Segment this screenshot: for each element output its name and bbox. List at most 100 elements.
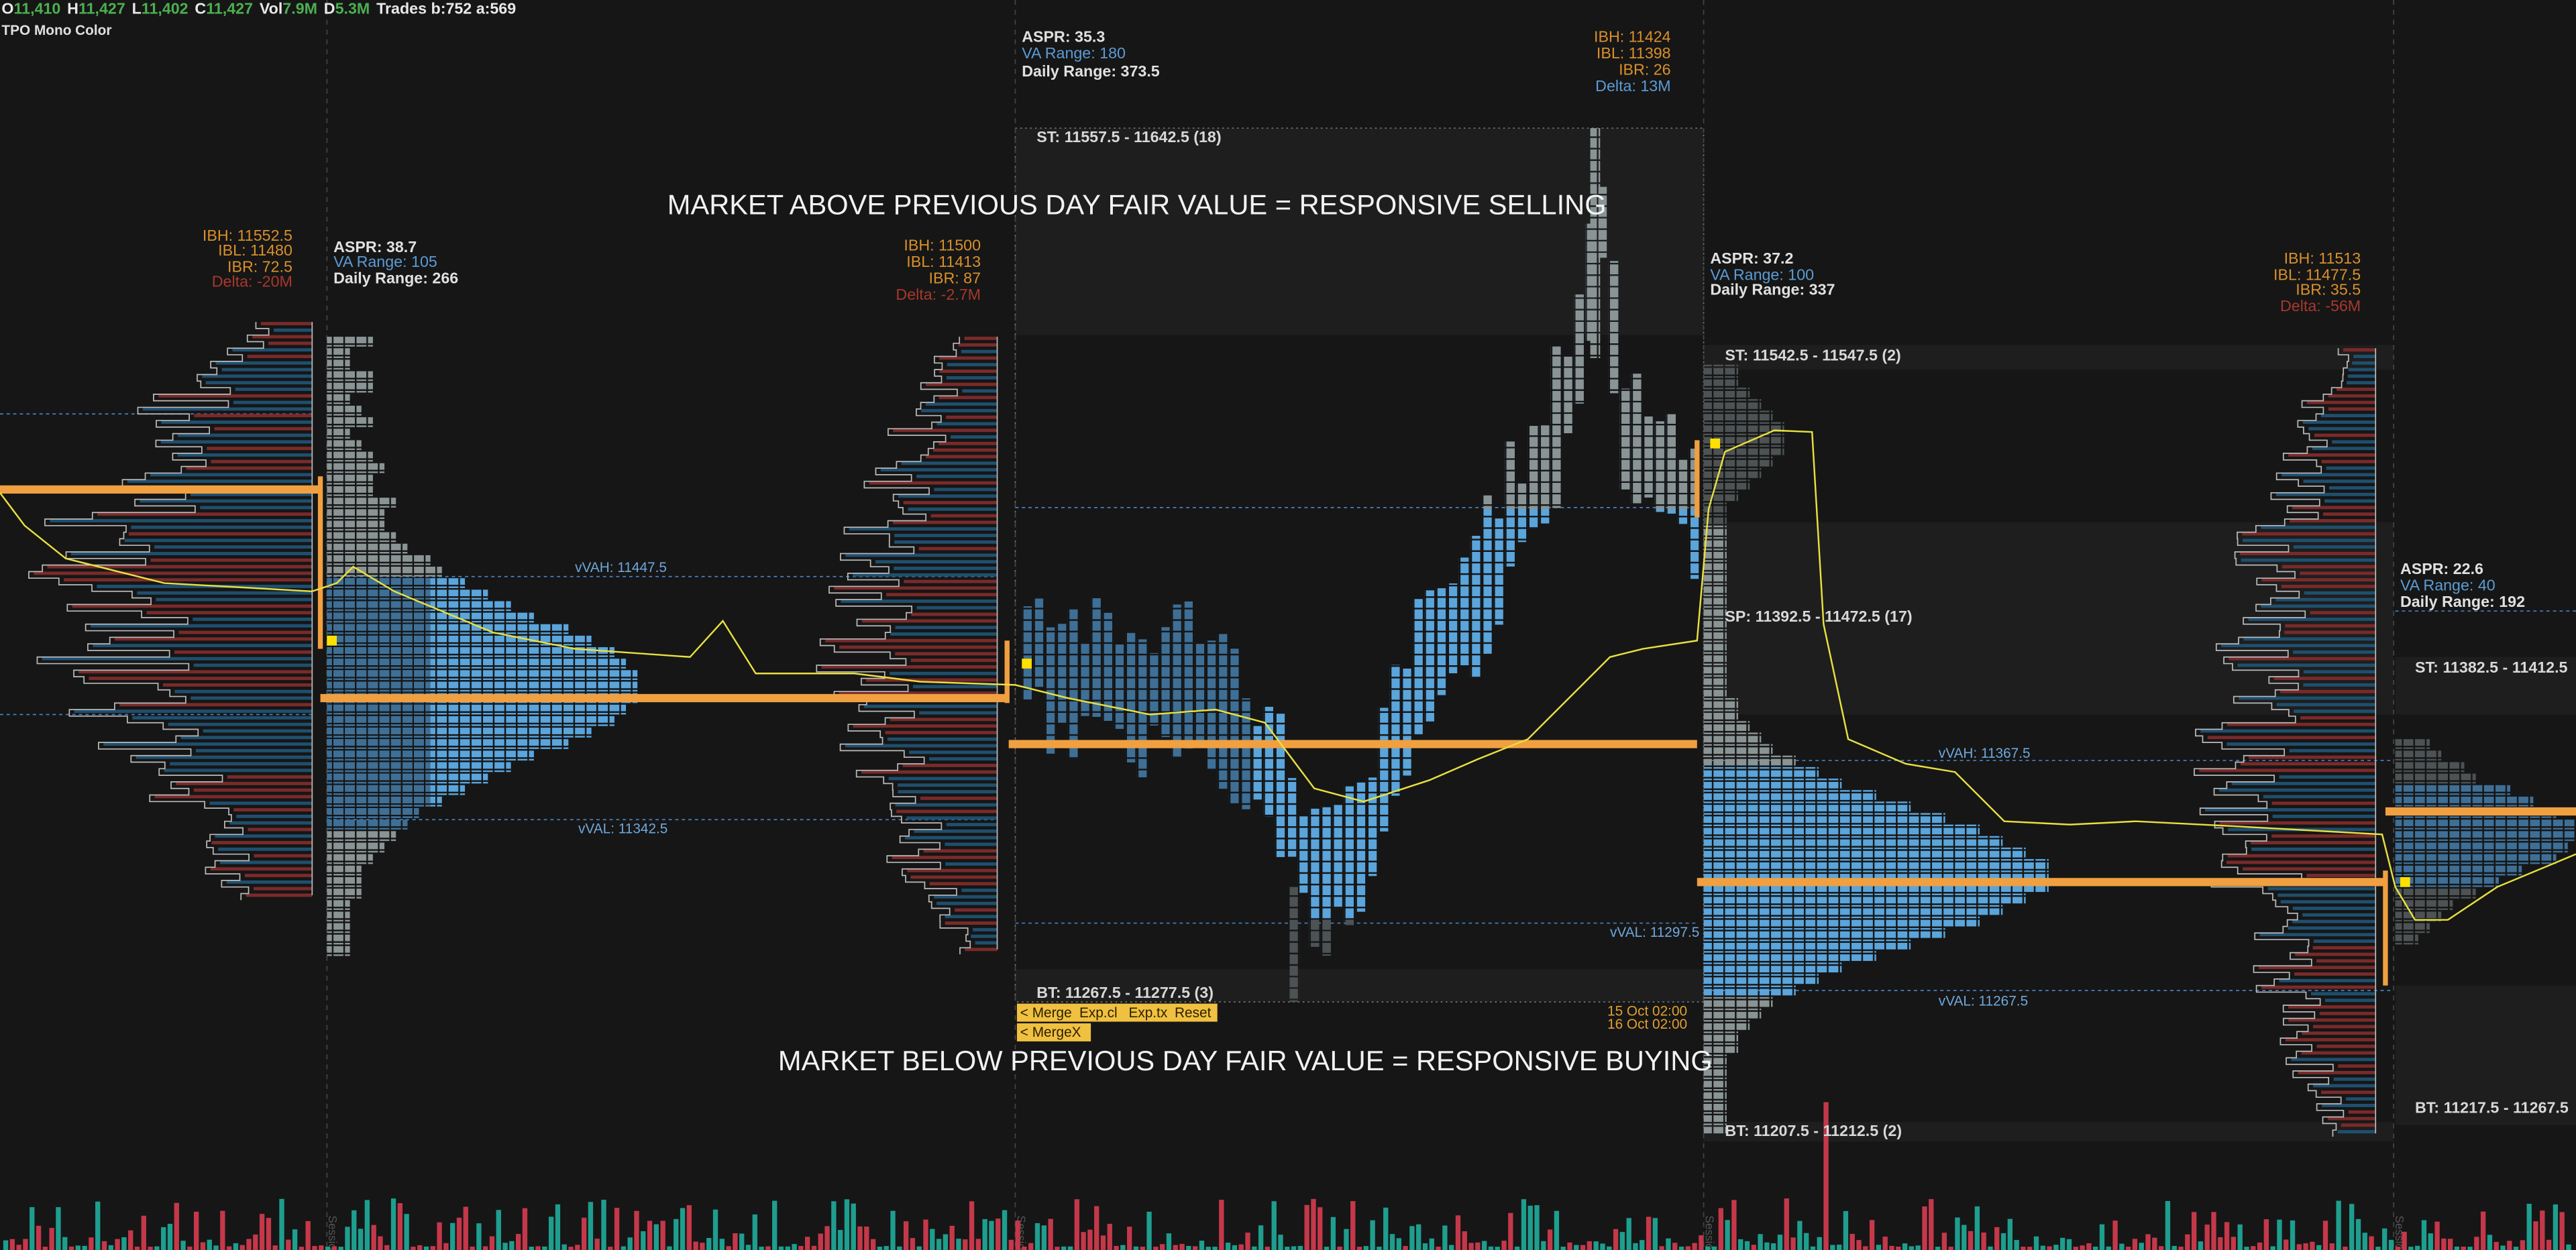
volume-profile-bar bbox=[973, 927, 998, 931]
volume-profile-bar bbox=[131, 525, 313, 529]
tpo-row bbox=[2395, 854, 2557, 864]
volume-bar bbox=[2415, 1245, 2420, 1250]
volume-bar bbox=[1028, 1243, 1034, 1250]
tpo-row bbox=[327, 348, 350, 358]
volume-bar bbox=[1896, 1246, 1901, 1250]
volume-profile-bar bbox=[2226, 722, 2376, 726]
volume-profile-bar bbox=[2226, 860, 2376, 864]
volume-profile-bar bbox=[2226, 742, 2376, 746]
session-label: Session bbox=[1703, 1216, 1716, 1250]
volume-profile-bar bbox=[177, 433, 313, 437]
tpo-row bbox=[327, 900, 350, 910]
volume-bar bbox=[1790, 1237, 1796, 1250]
volume-profile-bar bbox=[2277, 893, 2376, 897]
ib-stat: IBL: 11413 bbox=[906, 253, 981, 270]
volume-profile-bar bbox=[2261, 985, 2376, 989]
tpo-column bbox=[1401, 668, 1411, 776]
ib-stat: IBR: 35.5 bbox=[2296, 281, 2361, 298]
volume-bar bbox=[443, 1243, 449, 1250]
tpo-row bbox=[1703, 376, 1739, 386]
volume-bar bbox=[1922, 1206, 1927, 1250]
volume-profile-bar bbox=[916, 606, 998, 610]
volume-bar bbox=[1941, 1233, 1947, 1250]
volume-bar bbox=[1909, 1246, 1915, 1250]
volume-profile-bar bbox=[825, 638, 998, 642]
volume-bar bbox=[2310, 1241, 2315, 1250]
tpo-row bbox=[2395, 842, 2568, 853]
volume-bar bbox=[2086, 1243, 2092, 1250]
volume-profile-bar bbox=[2281, 584, 2376, 588]
volume-profile-bar bbox=[2280, 900, 2376, 904]
reset-button[interactable]: Reset bbox=[1175, 1005, 1212, 1021]
volume-bar bbox=[1022, 1246, 1027, 1250]
tpo-column bbox=[1516, 484, 1527, 510]
volume-bar bbox=[1356, 1247, 1362, 1250]
mergex-button[interactable]: < MergeX bbox=[1020, 1025, 1081, 1040]
volume-profile-bar bbox=[2301, 1051, 2376, 1055]
volume-profile-bar bbox=[2306, 400, 2376, 404]
volume-bar bbox=[2566, 1244, 2571, 1250]
volume-bar bbox=[634, 1210, 639, 1250]
tpo-column bbox=[1263, 706, 1273, 817]
volume-bar bbox=[2382, 1228, 2387, 1250]
volume-bar bbox=[2053, 1245, 2059, 1250]
volume-bar bbox=[2165, 1201, 2171, 1250]
volume-profile-bar bbox=[893, 429, 998, 433]
volume-profile-bar bbox=[2240, 762, 2376, 766]
volume-bar bbox=[2211, 1212, 2216, 1250]
tpo-column bbox=[1114, 644, 1124, 729]
volume-profile-bar bbox=[203, 729, 313, 733]
volume-bar bbox=[2185, 1234, 2190, 1250]
volume-profile-bar bbox=[912, 685, 998, 689]
expand-text-button[interactable]: Exp.tx bbox=[1128, 1005, 1167, 1021]
volume-profile-bar bbox=[939, 356, 998, 360]
volume-bar bbox=[1685, 1246, 1690, 1250]
volume-profile-bar bbox=[2279, 978, 2376, 982]
volume-profile-bar bbox=[962, 389, 998, 393]
volume-bar bbox=[2395, 1246, 2400, 1250]
session-stat: Daily Range: 373.5 bbox=[1022, 62, 1160, 80]
volume-profile-bar bbox=[2337, 388, 2376, 391]
tpo-row bbox=[1703, 583, 1727, 593]
volume-bar bbox=[1929, 1199, 1934, 1250]
volume-profile-bar bbox=[2271, 834, 2376, 838]
session-stat: VA Range: 180 bbox=[1022, 44, 1126, 62]
volume-bar bbox=[489, 1236, 495, 1250]
session-stat: Daily Range: 266 bbox=[333, 270, 458, 287]
volume-profile-bar bbox=[2218, 788, 2376, 792]
tpo-row bbox=[1703, 652, 1727, 663]
volume-profile-bar bbox=[2313, 1084, 2376, 1088]
tpo-row bbox=[1703, 1054, 1727, 1065]
merge-button[interactable]: < Merge bbox=[1020, 1005, 1072, 1021]
volume-profile-bar bbox=[869, 481, 998, 485]
volume-profile-bar bbox=[195, 748, 313, 752]
volume-profile-bar bbox=[253, 887, 313, 891]
volume-profile-bar bbox=[2271, 801, 2376, 805]
volume-bar bbox=[2125, 1247, 2131, 1250]
volume-bar bbox=[1304, 1204, 1309, 1250]
volume-profile-bar bbox=[207, 447, 313, 451]
volume-bar bbox=[253, 1234, 258, 1250]
volume-bar bbox=[180, 1241, 186, 1250]
volume-profile-bar bbox=[863, 704, 998, 708]
volume-profile-bar bbox=[218, 847, 313, 851]
volume-profile-bar bbox=[2292, 919, 2376, 923]
volume-profile-bar bbox=[2321, 459, 2376, 463]
volume-bar bbox=[1449, 1245, 1454, 1250]
tpo-row bbox=[2395, 865, 2522, 876]
volume-bar bbox=[1547, 1229, 1553, 1250]
volume-bar bbox=[1238, 1244, 1244, 1250]
trades: Trades b:752 a:569 bbox=[376, 0, 516, 17]
volume-bar bbox=[1383, 1207, 1389, 1250]
volume-profile-bar bbox=[2322, 512, 2376, 516]
volume-bar bbox=[42, 1247, 48, 1250]
tpo-row bbox=[2395, 796, 2534, 807]
volume-bar bbox=[1797, 1220, 1803, 1250]
expand-close-button[interactable]: Exp.cl bbox=[1079, 1005, 1118, 1021]
volume-profile-bar bbox=[910, 659, 998, 663]
volume-bar bbox=[2454, 1246, 2460, 1250]
tpo-row bbox=[327, 509, 385, 520]
volume-profile-bar bbox=[866, 678, 998, 682]
volume-bar bbox=[1436, 1247, 1441, 1250]
volume-bar bbox=[1554, 1210, 1560, 1250]
